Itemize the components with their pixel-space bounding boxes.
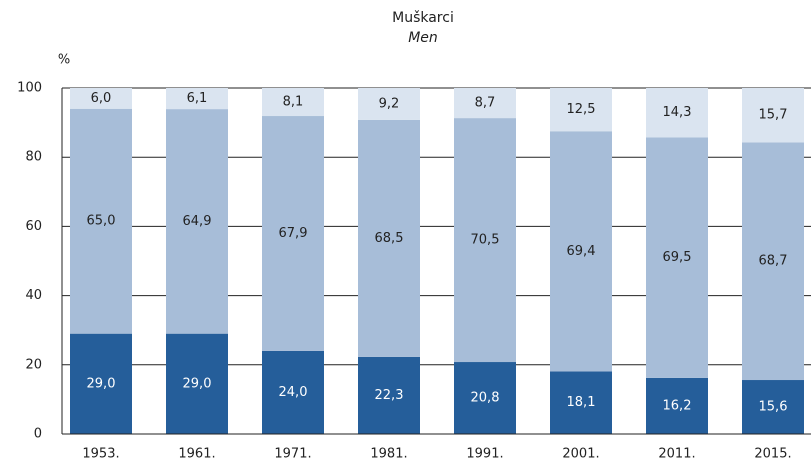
bar-segment	[550, 371, 612, 434]
bar-segment	[550, 131, 612, 372]
x-tick-label: 1961.	[178, 447, 215, 462]
data-label: 20,8	[471, 391, 500, 406]
data-label: 12,5	[567, 102, 596, 117]
data-label: 15,6	[759, 400, 788, 415]
bar-segment	[262, 88, 324, 117]
x-tick-label: 1953.	[82, 447, 119, 462]
y-tick-label: 40	[25, 288, 42, 303]
data-label: 24,0	[279, 385, 308, 400]
bar-segment	[358, 119, 420, 357]
bar-segment	[742, 380, 804, 434]
x-tick-label: 2011.	[658, 447, 695, 462]
data-label: 14,3	[663, 105, 692, 120]
bar-segment	[742, 142, 804, 381]
chart-subtitle: Men	[408, 30, 438, 46]
x-tick-label: 1991.	[466, 447, 503, 462]
y-tick-label: 100	[17, 81, 42, 96]
data-label: 16,2	[663, 398, 692, 413]
bar-segment	[646, 137, 708, 378]
data-label: 64,9	[183, 214, 212, 229]
data-label: 22,3	[375, 388, 404, 403]
bar-segment	[742, 88, 804, 143]
data-label: 29,0	[183, 376, 212, 391]
data-label: 69,5	[663, 250, 692, 265]
data-label: 65,0	[87, 214, 116, 229]
bar-segment	[454, 362, 516, 434]
bar-segment	[70, 88, 132, 109]
x-tick-label: 1981.	[370, 447, 407, 462]
data-label: 18,1	[567, 395, 596, 410]
data-label: 6,0	[91, 91, 112, 106]
bar-segment	[646, 377, 708, 434]
data-label: 8,7	[475, 96, 496, 111]
bar-segment	[166, 88, 228, 110]
data-label: 69,4	[567, 244, 596, 259]
x-tick-label: 1971.	[274, 447, 311, 462]
y-tick-label: 60	[25, 219, 42, 234]
y-tick-label: 80	[25, 150, 42, 165]
data-label: 29,0	[87, 376, 116, 391]
bar-segment	[70, 333, 132, 434]
bar-segment	[166, 333, 228, 434]
bar-segment	[454, 118, 516, 363]
y-tick-label: 20	[25, 357, 42, 372]
bar-segment	[646, 88, 708, 138]
bar-segment	[454, 88, 516, 119]
y-tick-label: 0	[34, 427, 42, 442]
bar-segment	[262, 350, 324, 434]
data-label: 6,1	[187, 91, 208, 106]
data-label: 67,9	[279, 226, 308, 241]
bar-segment	[550, 88, 612, 132]
bar-segment	[262, 116, 324, 351]
bar-segment	[70, 108, 132, 334]
data-label: 68,5	[375, 231, 404, 246]
data-label: 70,5	[471, 233, 500, 248]
bar-segment	[358, 88, 420, 120]
bar-segment	[166, 109, 228, 334]
data-label: 15,7	[759, 108, 788, 123]
data-label: 9,2	[379, 96, 400, 111]
data-label: 68,7	[759, 254, 788, 269]
y-axis-label: %	[58, 53, 70, 68]
x-tick-label: 2001.	[562, 447, 599, 462]
bar-segment	[358, 356, 420, 434]
data-label: 8,1	[283, 95, 304, 110]
x-tick-label: 2015.	[754, 447, 791, 462]
chart-title: Muškarci	[392, 10, 454, 26]
